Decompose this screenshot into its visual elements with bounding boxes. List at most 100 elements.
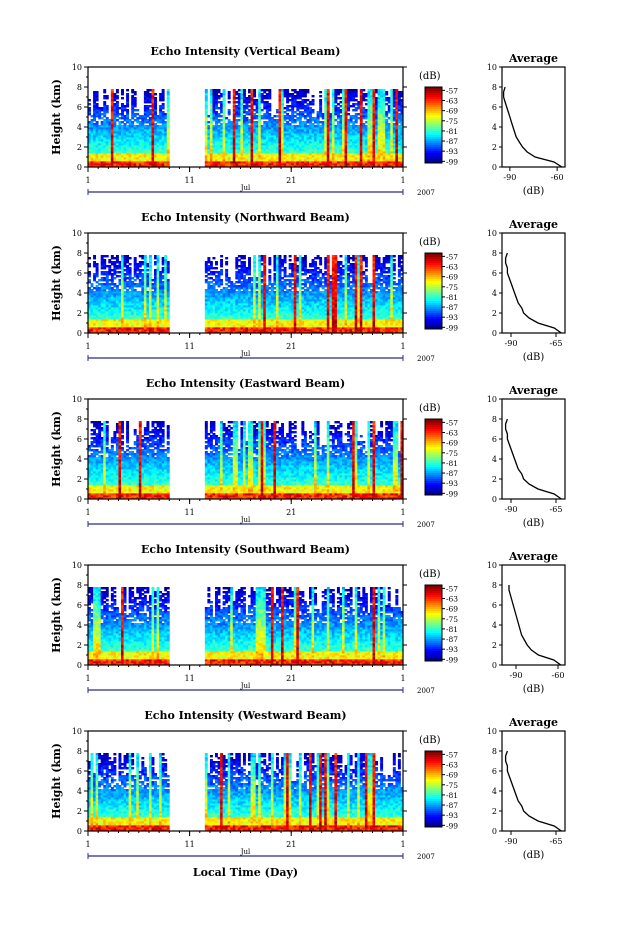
heatmap-cell xyxy=(352,109,355,111)
x-tick-label: 21 xyxy=(286,176,296,185)
heatmap-cell xyxy=(263,89,266,91)
x-tick-label: 1 xyxy=(85,176,90,185)
heatmap-cell xyxy=(205,289,208,291)
heatmap-cell xyxy=(118,107,121,109)
heatmap-cell xyxy=(103,89,106,91)
heatmap-cell xyxy=(306,125,309,127)
heatmap-cell xyxy=(225,123,228,125)
heatmap-cell xyxy=(347,113,350,115)
heatmap-cell xyxy=(146,269,149,271)
heatmap-cell xyxy=(129,119,132,121)
heatmap-cell xyxy=(91,283,94,285)
heatmap-cell xyxy=(294,89,297,91)
heatmap-cell xyxy=(93,91,96,93)
heatmap-cell xyxy=(296,113,299,115)
colorbar-tick-label: -75 xyxy=(446,117,458,126)
heatmap-cell xyxy=(134,113,137,115)
heatmap-cell xyxy=(319,99,322,101)
heatmap-cell xyxy=(304,121,307,123)
heatmap-cell xyxy=(355,113,358,115)
heatmap-cell xyxy=(373,89,376,91)
heatmap-cell xyxy=(375,97,378,99)
heatmap-cell xyxy=(355,103,358,105)
heatmap-cell xyxy=(235,91,238,93)
heatmap-cell xyxy=(152,89,155,91)
heatmap-cell xyxy=(273,115,276,117)
heatmap-cell xyxy=(134,91,137,93)
heatmap-cell xyxy=(248,119,251,121)
heatmap-cell xyxy=(103,259,106,261)
heatmap-cell xyxy=(129,267,132,269)
heatmap-cell xyxy=(218,107,221,109)
heatmap-cell xyxy=(106,117,109,119)
heatmap-cell xyxy=(357,113,360,115)
heatmap-cell xyxy=(144,105,147,107)
heatmap-cell xyxy=(111,287,114,289)
heatmap-cell xyxy=(134,279,137,281)
heatmap-cell xyxy=(289,115,292,117)
heatmap-cell xyxy=(154,123,157,125)
heatmap-cell xyxy=(365,121,368,123)
heatmap-cell xyxy=(139,115,142,117)
figure: Echo Intensity (Vertical Beam)0246810Hei… xyxy=(0,0,620,931)
heatmap-cell xyxy=(261,93,264,95)
heatmap-cell xyxy=(103,95,106,97)
heatmap-cell xyxy=(96,263,99,265)
colorbar-tick-label: -81 xyxy=(446,127,458,136)
heatmap-cell xyxy=(256,115,259,117)
heatmap-cell xyxy=(212,125,215,127)
heatmap-cell xyxy=(205,89,208,91)
heatmap-cell xyxy=(106,265,109,267)
heatmap-cell xyxy=(248,89,251,91)
heatmap-cell xyxy=(124,273,127,275)
heatmap-cell xyxy=(93,287,96,289)
heatmap-cell xyxy=(96,281,99,283)
heatmap-cell xyxy=(365,103,368,105)
heatmap-cell xyxy=(218,89,221,91)
heatmap-cell xyxy=(253,109,256,111)
heatmap-cell xyxy=(370,89,373,91)
heatmap-cell xyxy=(238,89,241,91)
heatmap-cell xyxy=(141,115,144,117)
heatmap-cell xyxy=(312,123,315,125)
heatmap-cell xyxy=(162,275,165,277)
heatmap-cell xyxy=(299,111,302,113)
heatmap-cell xyxy=(362,89,365,91)
colorbar-tick-label: -63 xyxy=(446,97,458,106)
heatmap-cell xyxy=(319,91,322,93)
heatmap-cell xyxy=(91,289,94,291)
heatmap-cell xyxy=(157,115,160,117)
heatmap-cell xyxy=(106,255,109,257)
heatmap-cell xyxy=(347,119,350,121)
heatmap-cell xyxy=(362,107,365,109)
heatmap-cell xyxy=(126,255,129,257)
heatmap-cell xyxy=(296,117,299,119)
heatmap-cell xyxy=(289,105,292,107)
heatmap-cell xyxy=(146,263,149,265)
heatmap-cell xyxy=(108,283,111,285)
heatmap-cell xyxy=(146,119,149,121)
heatmap-cell xyxy=(96,121,99,123)
heatmap-cell xyxy=(162,103,165,105)
heatmap-cell xyxy=(129,263,132,265)
heatmap-cell xyxy=(261,89,264,91)
heatmap-cell xyxy=(101,271,104,273)
heatmap-cell xyxy=(248,125,251,127)
heatmap-cell xyxy=(124,105,127,107)
heatmap-cell xyxy=(365,125,368,127)
x-tick-label: 1 xyxy=(400,176,405,185)
heatmap-cell xyxy=(93,261,96,263)
heatmap-cell xyxy=(96,285,99,287)
heatmap-cell xyxy=(154,261,157,263)
heatmap-cell xyxy=(212,89,215,91)
heatmap-cell xyxy=(301,99,304,101)
profile-y-tick-label: 8 xyxy=(492,83,497,92)
heatmap-cell xyxy=(91,115,94,117)
heatmap-cell xyxy=(126,89,129,91)
heatmap-cell xyxy=(271,117,274,119)
heatmap-cell xyxy=(121,97,124,99)
heatmap-cell xyxy=(157,125,160,127)
heatmap-cell xyxy=(362,93,365,95)
heatmap-cell xyxy=(93,291,96,293)
heatmap-cell xyxy=(131,95,134,97)
